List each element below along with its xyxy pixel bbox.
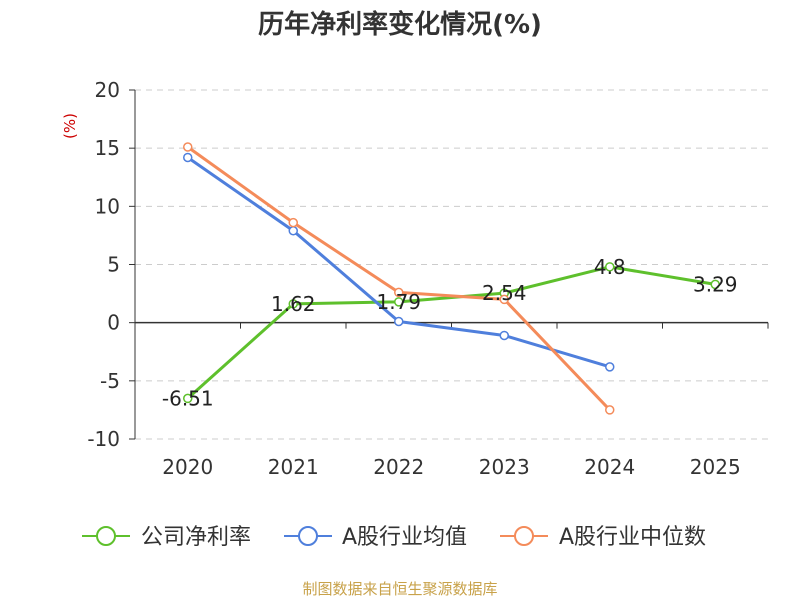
legend-marker-icon [298, 526, 318, 546]
y-tick-label: 0 [107, 311, 120, 335]
series-line [186, 155, 612, 369]
data-point [605, 262, 615, 272]
data-point [183, 142, 193, 152]
legend-label: A股行业均值 [342, 525, 467, 550]
data-labels: -6.51 1.62 1.79 2.54 4.8 3.29 [162, 255, 738, 411]
legend-label: A股行业中位数 [559, 525, 706, 550]
data-label: 2.54 [482, 281, 527, 305]
data-point [288, 299, 298, 309]
series-line [186, 145, 612, 412]
data-point [183, 152, 193, 163]
grid-lines [135, 89, 768, 440]
data-label: 4.8 [594, 255, 626, 279]
series-line [186, 265, 717, 400]
series-1 [183, 152, 615, 372]
data-point [394, 297, 404, 307]
series [183, 142, 720, 415]
data-label: 1.79 [376, 290, 421, 314]
data-point [605, 362, 615, 372]
chart-title: 历年净利率变化情况(%) [258, 10, 542, 40]
legend: 公司净利率 A股行业均值 A股行业中位数 [82, 525, 706, 550]
data-point [605, 405, 615, 415]
series-0 [183, 262, 720, 404]
axes [129, 89, 769, 440]
data-label: 1.62 [271, 292, 316, 316]
data-point [394, 287, 404, 298]
x-tick-labels: 2020 2021 2022 2023 2024 2025 [162, 455, 740, 479]
source-note: 制图数据来自恒生聚源数据库 [302, 580, 498, 598]
legend-marker-icon [514, 526, 534, 546]
legend-marker-icon [96, 526, 116, 546]
data-label: -6.51 [162, 386, 214, 410]
data-point [183, 393, 193, 404]
x-tick-label: 2021 [268, 455, 319, 479]
y-tick-label: 10 [95, 194, 120, 218]
y-tick-label: 20 [95, 78, 120, 102]
data-point [499, 294, 509, 305]
legend-item: A股行业中位数 [500, 525, 706, 550]
data-label: 3.29 [693, 272, 738, 296]
data-point [394, 316, 404, 327]
y-tick-label: 15 [95, 136, 120, 160]
y-tick-label: 5 [107, 253, 120, 277]
data-point [499, 330, 509, 341]
data-point [288, 217, 298, 228]
legend-label: 公司净利率 [141, 525, 251, 550]
y-tick-label: -5 [100, 369, 120, 393]
data-point [710, 279, 720, 290]
y-axis-label: (%) [61, 113, 79, 139]
x-tick-label: 2025 [690, 455, 741, 479]
x-tick-label: 2023 [479, 455, 530, 479]
y-tick-labels: 20 15 10 5 0 -5 -10 [87, 78, 120, 451]
legend-item: A股行业均值 [284, 525, 467, 550]
y-tick-label: -10 [87, 427, 120, 451]
series-2 [183, 142, 615, 415]
x-tick-label: 2024 [584, 455, 635, 479]
legend-item: 公司净利率 [82, 525, 251, 550]
x-tick-label: 2022 [373, 455, 424, 479]
x-tick-label: 2020 [162, 455, 213, 479]
data-point [288, 226, 298, 236]
